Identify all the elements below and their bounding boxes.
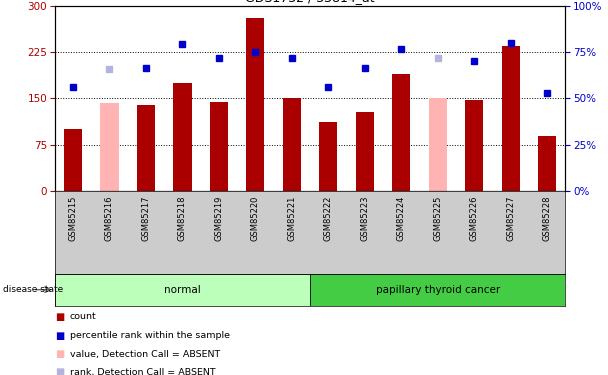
- Text: GSM85226: GSM85226: [470, 195, 478, 241]
- Text: GSM85216: GSM85216: [105, 195, 114, 241]
- Text: ■: ■: [55, 312, 64, 322]
- Bar: [100, 103, 119, 191]
- Text: ■: ■: [55, 350, 64, 359]
- Bar: [392, 74, 410, 191]
- Text: disease state: disease state: [3, 285, 63, 294]
- Bar: [173, 83, 192, 191]
- Text: normal: normal: [164, 285, 201, 295]
- Text: value, Detection Call = ABSENT: value, Detection Call = ABSENT: [70, 350, 220, 359]
- Text: ■: ■: [55, 367, 64, 375]
- Text: rank, Detection Call = ABSENT: rank, Detection Call = ABSENT: [70, 368, 216, 375]
- Text: GSM85215: GSM85215: [69, 195, 77, 241]
- Bar: [64, 129, 82, 191]
- Bar: [310, 274, 565, 306]
- Text: count: count: [70, 312, 97, 321]
- Text: GSM85223: GSM85223: [361, 195, 369, 241]
- Text: GSM85217: GSM85217: [142, 195, 150, 241]
- Title: GDS1732 / 33814_at: GDS1732 / 33814_at: [245, 0, 375, 4]
- Text: GSM85225: GSM85225: [434, 195, 442, 241]
- Text: papillary thyroid cancer: papillary thyroid cancer: [376, 285, 500, 295]
- Bar: [502, 46, 520, 191]
- Bar: [210, 102, 228, 191]
- Text: GSM85227: GSM85227: [506, 195, 515, 241]
- Text: ■: ■: [55, 331, 64, 340]
- Text: GSM85220: GSM85220: [251, 195, 260, 241]
- Bar: [356, 112, 374, 191]
- Bar: [283, 99, 301, 191]
- Bar: [319, 122, 337, 191]
- Text: GSM85228: GSM85228: [543, 195, 551, 241]
- Text: percentile rank within the sample: percentile rank within the sample: [70, 331, 230, 340]
- Text: GSM85224: GSM85224: [397, 195, 406, 241]
- Bar: [465, 100, 483, 191]
- Bar: [55, 274, 310, 306]
- Text: GSM85221: GSM85221: [288, 195, 296, 241]
- Text: GSM85219: GSM85219: [215, 195, 223, 241]
- Text: GSM85218: GSM85218: [178, 195, 187, 241]
- Text: GSM85222: GSM85222: [324, 195, 333, 241]
- Bar: [246, 18, 264, 191]
- Bar: [137, 105, 155, 191]
- Bar: [538, 136, 556, 191]
- Bar: [429, 99, 447, 191]
